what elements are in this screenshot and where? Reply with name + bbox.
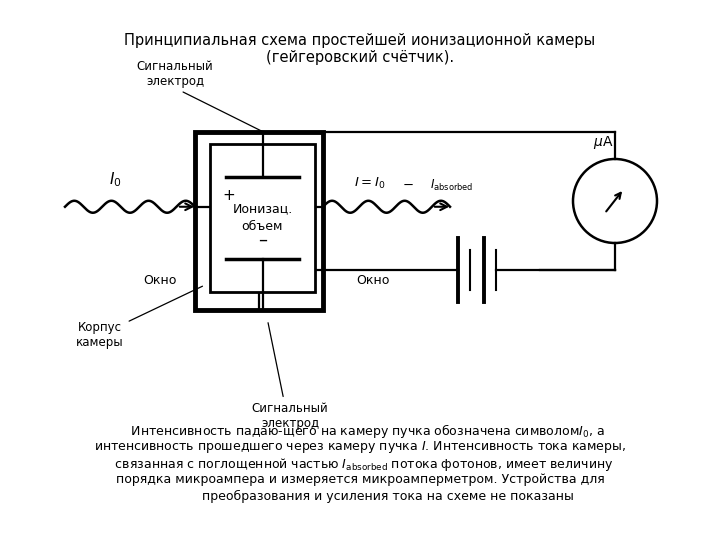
Text: объем: объем: [242, 220, 283, 233]
Text: порядка микроампера и измеряется микроамперметром. Устройства для: порядка микроампера и измеряется микроам…: [116, 473, 604, 486]
Text: преобразования и усиления тока на схеме не показаны: преобразования и усиления тока на схеме …: [146, 490, 574, 503]
Text: $I = I_0$: $I = I_0$: [354, 176, 386, 191]
Text: $-$: $-$: [402, 178, 414, 191]
Text: Сигнальный
электрод: Сигнальный электрод: [137, 60, 265, 133]
Text: интенсивность прошедшего через камеру пучка $I$. Интенсивность тока камеры,: интенсивность прошедшего через камеру пу…: [94, 439, 626, 455]
Text: (гейгеровский счётчик).: (гейгеровский счётчик).: [266, 50, 454, 64]
Text: Ионизац.: Ионизац.: [233, 202, 292, 215]
Text: Окно: Окно: [356, 273, 390, 287]
Text: Принципиальная схема простейшей ионизационной камеры: Принципиальная схема простейшей ионизаци…: [125, 32, 595, 48]
Text: $\mu$A: $\mu$A: [593, 134, 613, 151]
Bar: [195, 132, 323, 310]
Text: Сигнальный
электрод: Сигнальный электрод: [251, 323, 328, 430]
Text: Корпус
камеры: Корпус камеры: [76, 286, 202, 349]
Text: $I_\mathrm{absorbed}$: $I_\mathrm{absorbed}$: [430, 178, 473, 193]
Text: +: +: [222, 188, 235, 203]
Text: Интенсивность падаю-щего на камеру пучка обозначена символом$I_0$, а: Интенсивность падаю-щего на камеру пучка…: [115, 422, 605, 440]
Text: Окно: Окно: [143, 273, 176, 287]
Text: –: –: [258, 231, 267, 249]
Text: $I_0$: $I_0$: [109, 170, 121, 189]
Bar: [210, 144, 315, 292]
Text: связанная с поглощенной частью $I_\mathrm{absorbed}$ потока фотонов, имеет велич: связанная с поглощенной частью $I_\mathr…: [107, 456, 613, 473]
